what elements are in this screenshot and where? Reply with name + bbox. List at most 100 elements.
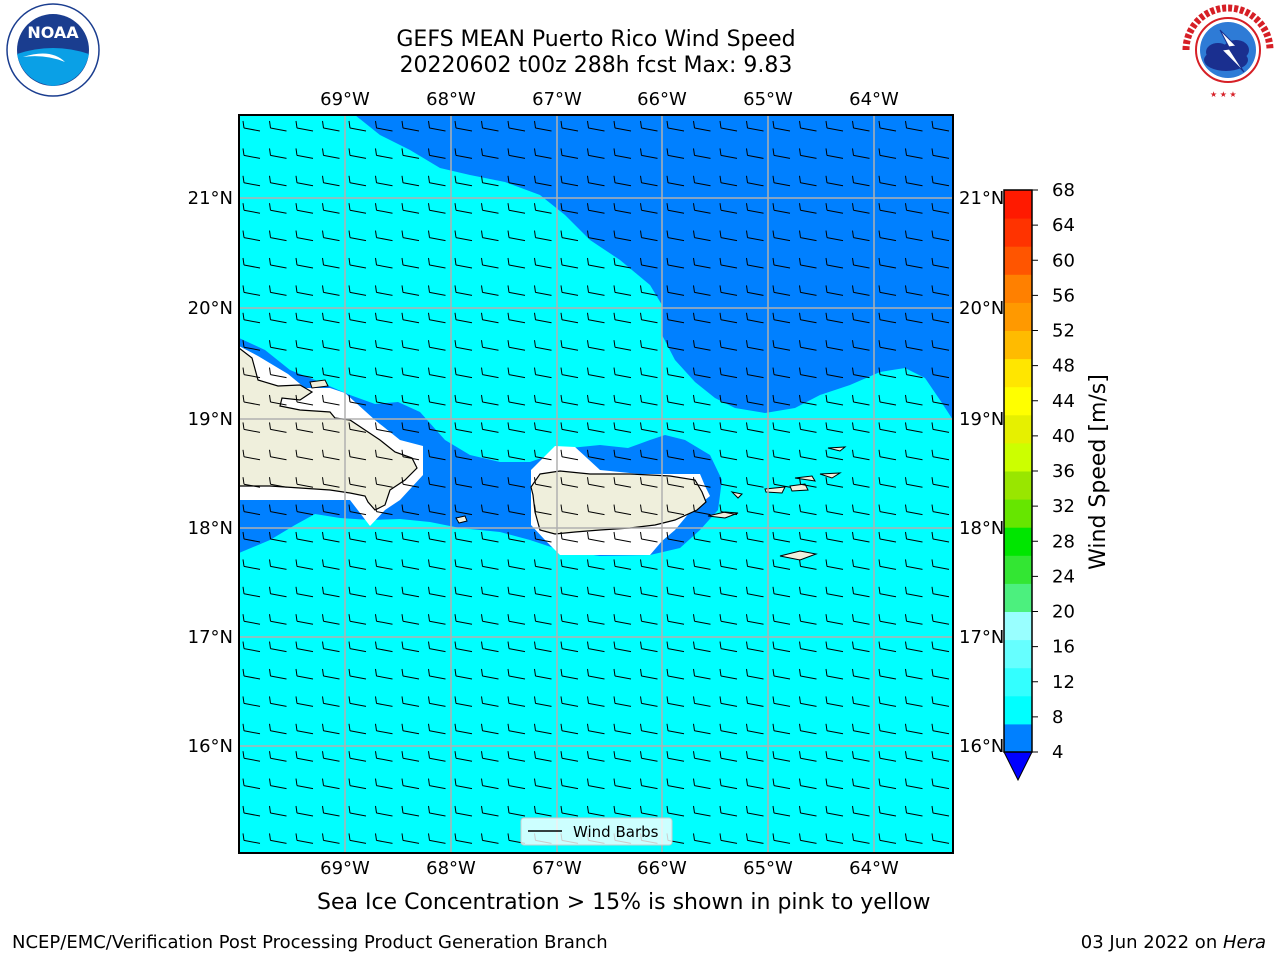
wind-barb xyxy=(878,641,897,653)
wind-barb xyxy=(428,641,446,653)
colorbar-segment xyxy=(1004,246,1032,275)
wind-barb xyxy=(878,203,897,214)
wind-barb xyxy=(348,668,367,680)
wind-barb xyxy=(799,175,817,187)
wind-barb xyxy=(852,312,870,324)
wind-barb xyxy=(375,696,393,707)
wind-barb xyxy=(322,257,340,269)
lon-label-top-69: 69°W xyxy=(320,89,370,110)
wind-barb xyxy=(481,778,499,790)
wind-barb xyxy=(666,312,685,324)
wind-barb xyxy=(242,203,261,214)
lon-label-bottom-67: 67°W xyxy=(532,858,582,879)
wind-barb xyxy=(481,449,499,461)
wind-barb xyxy=(428,148,446,159)
wind-barb xyxy=(852,641,870,653)
wind-barb xyxy=(295,805,314,817)
wind-barb xyxy=(852,340,870,351)
wind-barb xyxy=(401,422,420,433)
wind-barb xyxy=(852,778,870,790)
wind-barb xyxy=(666,203,685,214)
wind-barb xyxy=(295,586,314,598)
wind-barb xyxy=(825,778,844,790)
wind-barb xyxy=(428,230,446,242)
wind-barb xyxy=(507,422,526,433)
wind-barb xyxy=(852,422,870,433)
land-hispaniola xyxy=(239,347,418,511)
wind-barb xyxy=(348,257,367,269)
wind-barb xyxy=(799,614,817,625)
wind-barb xyxy=(534,614,552,625)
colorbar-segment xyxy=(1004,330,1032,360)
wind-barb xyxy=(746,641,764,653)
wind-barb xyxy=(852,367,870,379)
wind-barb xyxy=(269,257,287,269)
wind-barb xyxy=(666,559,685,570)
colorbar-segment xyxy=(1004,274,1032,303)
wind-barb xyxy=(507,312,526,324)
wind-barb xyxy=(534,696,552,707)
wind-barb xyxy=(693,586,711,598)
wind-barb xyxy=(242,230,261,242)
wind-barb xyxy=(375,203,393,214)
wind-barb xyxy=(454,805,473,817)
footer-date-text: 03 Jun 2022 on xyxy=(1080,932,1223,953)
wind-barb xyxy=(375,723,393,735)
wind-barb xyxy=(746,805,764,817)
wind-barb xyxy=(560,367,579,379)
wind-barb xyxy=(507,449,526,461)
wind-barb xyxy=(666,175,685,187)
wind-barb xyxy=(375,504,393,516)
wind-barb xyxy=(640,257,658,269)
wind-barb xyxy=(534,175,552,187)
wind-barb xyxy=(507,696,526,707)
wind-barb xyxy=(560,394,579,406)
wind-barb xyxy=(905,477,923,488)
wind-barb xyxy=(693,312,711,324)
wind-barb xyxy=(931,230,950,242)
wind-barb xyxy=(640,230,658,242)
wind-barb xyxy=(772,531,791,543)
wind-barb xyxy=(242,449,261,461)
wind-barb xyxy=(666,778,685,790)
wind-barb xyxy=(242,833,261,844)
wind-barb xyxy=(693,367,711,379)
wind-barb xyxy=(375,449,393,461)
wind-barb xyxy=(693,833,711,844)
wind-barb xyxy=(348,477,367,488)
wind-barb xyxy=(905,723,923,735)
wind-barb xyxy=(454,668,473,680)
wind-barb xyxy=(905,805,923,817)
wind-barb xyxy=(507,531,526,543)
wind-barb xyxy=(746,422,764,433)
wind-barb xyxy=(481,723,499,735)
wind-barb xyxy=(322,504,340,516)
wind-barb xyxy=(295,504,314,516)
wind-barb xyxy=(719,120,738,132)
wind-barb xyxy=(905,586,923,598)
wind-barb xyxy=(666,285,685,296)
wind-barb xyxy=(322,723,340,735)
wind-barb xyxy=(719,696,738,707)
map-title: GEFS MEAN Puerto Rico Wind Speed xyxy=(396,27,796,52)
wind-barb xyxy=(640,668,658,680)
wind-barb xyxy=(931,203,950,214)
wind-barb xyxy=(640,723,658,735)
wind-barb xyxy=(587,175,605,187)
wind-barb xyxy=(428,422,446,433)
sea-ice-caption: Sea Ice Concentration > 15% is shown in … xyxy=(317,890,931,915)
wind-barb xyxy=(666,641,685,653)
wind-barb xyxy=(693,723,711,735)
wind-barb xyxy=(587,285,605,296)
wind-barb xyxy=(269,340,287,351)
wind-barb xyxy=(428,367,446,379)
lon-label-bottom-68: 68°W xyxy=(426,858,476,879)
wind-barb xyxy=(613,696,632,707)
wind-barb xyxy=(931,312,950,324)
wind-barb xyxy=(269,367,287,379)
wind-barb xyxy=(799,504,817,516)
wind-barb xyxy=(295,367,314,379)
wind-barb xyxy=(242,367,261,379)
wind-barb xyxy=(481,696,499,707)
colorbar-tick-label: 24 xyxy=(1052,566,1075,587)
